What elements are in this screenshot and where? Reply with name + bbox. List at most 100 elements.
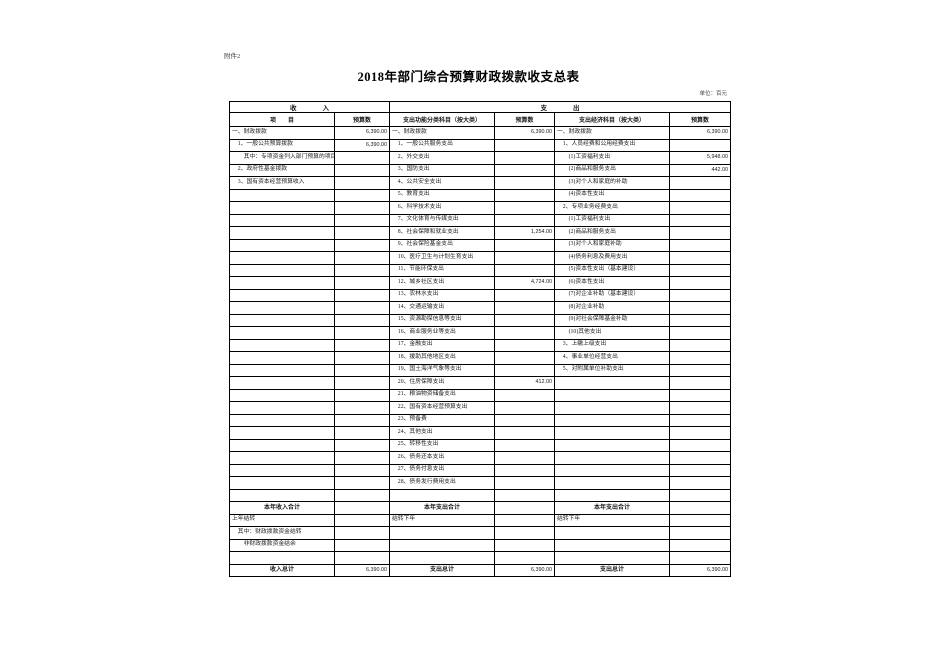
item-label-cell: 4、公共安全支出 [389, 176, 495, 190]
item-label-cell [389, 488, 495, 502]
table-row: 25、转移性支出 [229, 438, 731, 452]
attachment-label: 附件2 [224, 53, 241, 60]
budget-value-cell [334, 163, 390, 177]
item-label-cell [229, 388, 335, 402]
table-row: 其中：专项资金列入部门预算的项目 2、外交支出 (1)工资福利支出 5,948.0… [229, 151, 731, 165]
item-label-cell [554, 426, 670, 440]
col-header-budget-income: 预算数 [334, 112, 390, 127]
budget-value-cell [494, 251, 555, 265]
table-row: 17、金融支出 3、上缴上级支出 [229, 338, 731, 352]
item-label-cell: 15、资源勘探信息等支出 [389, 313, 495, 327]
item-label-cell [229, 463, 335, 477]
item-label-cell [229, 213, 335, 227]
budget-value-cell [669, 313, 731, 327]
budget-value-cell [669, 513, 731, 527]
item-label-cell: 2、外交支出 [389, 151, 495, 165]
item-label-cell: 本年支出合计 [389, 501, 495, 515]
budget-value-cell [494, 201, 555, 215]
item-label-cell [389, 538, 495, 552]
item-label-cell [554, 376, 670, 390]
item-label-cell: 16、商业服务业等支出 [389, 326, 495, 340]
item-label-cell: 5、对附属单位补助支出 [554, 363, 670, 377]
item-label-cell: 收入总计 [229, 563, 335, 577]
budget-value-cell [494, 413, 555, 427]
table-row: 11、节能环保支出 (5)资本性支出（基本建设） [229, 263, 731, 277]
budget-value-cell [669, 201, 731, 215]
item-label-cell [229, 226, 335, 240]
budget-value-cell [669, 251, 731, 265]
item-label-cell: 21、粮油物资储备支出 [389, 388, 495, 402]
budget-value-cell [334, 276, 390, 290]
item-label-cell: 一、财政拨款 [229, 126, 335, 140]
budget-value-cell [334, 226, 390, 240]
table-row: 16、商业服务业等支出 (10)其他支出 [229, 326, 731, 340]
item-label-cell: 本年收入合计 [229, 501, 335, 515]
item-label-cell [389, 551, 495, 565]
item-label-cell: 其中：专项资金列入部门预算的项目 [229, 151, 335, 165]
item-label-cell [229, 426, 335, 440]
budget-table: 收 入 支 出 项 目 预算数 支出功能分类科目（按大类） 预算数 支出经济科目… [229, 101, 731, 577]
budget-value-cell: 4,724.00 [494, 276, 555, 290]
item-label-cell: (10)其他支出 [554, 326, 670, 340]
budget-value-cell [334, 263, 390, 277]
table-row: 23、预备费 [229, 413, 731, 427]
summary-row: 本年收入合计 本年支出合计 本年支出合计 [229, 501, 731, 515]
item-label-cell [554, 438, 670, 452]
table-row: 3、国有资本经营预算收入 4、公共安全支出 (3)对个人和家庭的补助 [229, 176, 731, 190]
budget-value-cell [334, 438, 390, 452]
budget-value-cell [334, 188, 390, 202]
item-label-cell [229, 263, 335, 277]
budget-value-cell [669, 238, 731, 252]
item-label-cell: 3、国有资本经营预算收入 [229, 176, 335, 190]
item-label-cell: 2、政府性基金拨款 [229, 163, 335, 177]
col-header-item: 项 目 [229, 112, 335, 127]
budget-value-cell [669, 463, 731, 477]
table-row: 其中：财政拨款资金结转 [229, 526, 731, 540]
item-label-cell: 3、国防支出 [389, 163, 495, 177]
item-label-cell: 18、援助其他地区支出 [389, 351, 495, 365]
item-label-cell: (3)对个人和家庭的补助 [554, 176, 670, 190]
item-label-cell: 6、科学技术支出 [389, 201, 495, 215]
budget-value-cell [669, 263, 731, 277]
item-label-cell: 一、财政拨款 [554, 126, 670, 140]
item-label-cell: 25、转移性支出 [389, 438, 495, 452]
item-label-cell: (7)对企业补助（基本建设） [554, 288, 670, 302]
table-row: 27、债务付息支出 [229, 463, 731, 477]
item-label-cell: 11、节能环保支出 [389, 263, 495, 277]
budget-value-cell [669, 351, 731, 365]
item-label-cell [554, 463, 670, 477]
budget-value-cell [494, 538, 555, 552]
item-label-cell: (4)债务利息及费用支出 [554, 251, 670, 265]
budget-value-cell: 412.00 [494, 376, 555, 390]
budget-value-cell [334, 501, 390, 515]
budget-value-cell [334, 176, 390, 190]
item-label-cell: 20、住房保障支出 [389, 376, 495, 390]
budget-value-cell [334, 488, 390, 502]
table-row: 14、交通运输支出 (8)对企业补助 [229, 301, 731, 315]
budget-value-cell [334, 451, 390, 465]
budget-value-cell [334, 463, 390, 477]
budget-value-cell [669, 176, 731, 190]
table-row: 2、政府性基金拨款 3、国防支出 (2)商品和服务支出 442.00 [229, 163, 731, 177]
item-label-cell: (3)对个人和家庭补助 [554, 238, 670, 252]
budget-value-cell [494, 401, 555, 415]
budget-value-cell [334, 426, 390, 440]
table-row: 26、债务还本支出 [229, 451, 731, 465]
budget-value-cell [669, 326, 731, 340]
budget-value-cell [334, 213, 390, 227]
table-body: 一、财政拨款 6,390.00 一、财政拨款 6,390.00 一、财政拨款 6,390.… [229, 126, 731, 577]
budget-value-cell [494, 438, 555, 452]
budget-value-cell [669, 501, 731, 515]
item-label-cell: 结转下年 [554, 513, 670, 527]
budget-value-cell [669, 426, 731, 440]
budget-value-cell [669, 526, 731, 540]
budget-value-cell [334, 413, 390, 427]
item-label-cell: 3、上缴上级支出 [554, 338, 670, 352]
table-row: 8、社会保障和就业支出 1,254.00 (2)商品和服务支出 [229, 226, 731, 240]
item-label-cell: 28、债务发行费用支出 [389, 476, 495, 490]
table-row: 非财政拨款资金结余 [229, 538, 731, 552]
item-label-cell [554, 388, 670, 402]
col-header-budget-economic: 预算数 [669, 112, 731, 127]
budget-value-cell [334, 151, 390, 165]
budget-value-cell [494, 488, 555, 502]
